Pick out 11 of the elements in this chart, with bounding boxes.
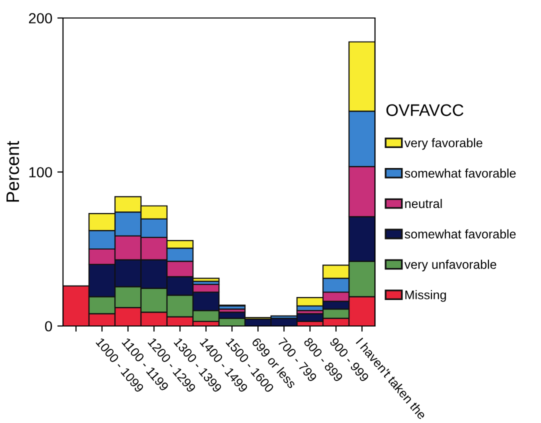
y-tick-label: 0 — [45, 321, 52, 332]
legend-label: very favorable — [404, 138, 482, 150]
y-tick-label: 200 — [28, 13, 52, 24]
y-axis-title: Percent — [6, 141, 20, 202]
legend-title: OVFAVCC — [386, 104, 464, 116]
legend-label: neutral — [405, 198, 442, 208]
legend-label: somewhat favorable — [404, 229, 516, 238]
y-tick-label: 100 — [29, 167, 52, 178]
legend-label: very unfavorable — [404, 260, 496, 272]
legend-label: somewhat favorable — [404, 168, 516, 178]
legend-label: Missing — [405, 290, 446, 302]
